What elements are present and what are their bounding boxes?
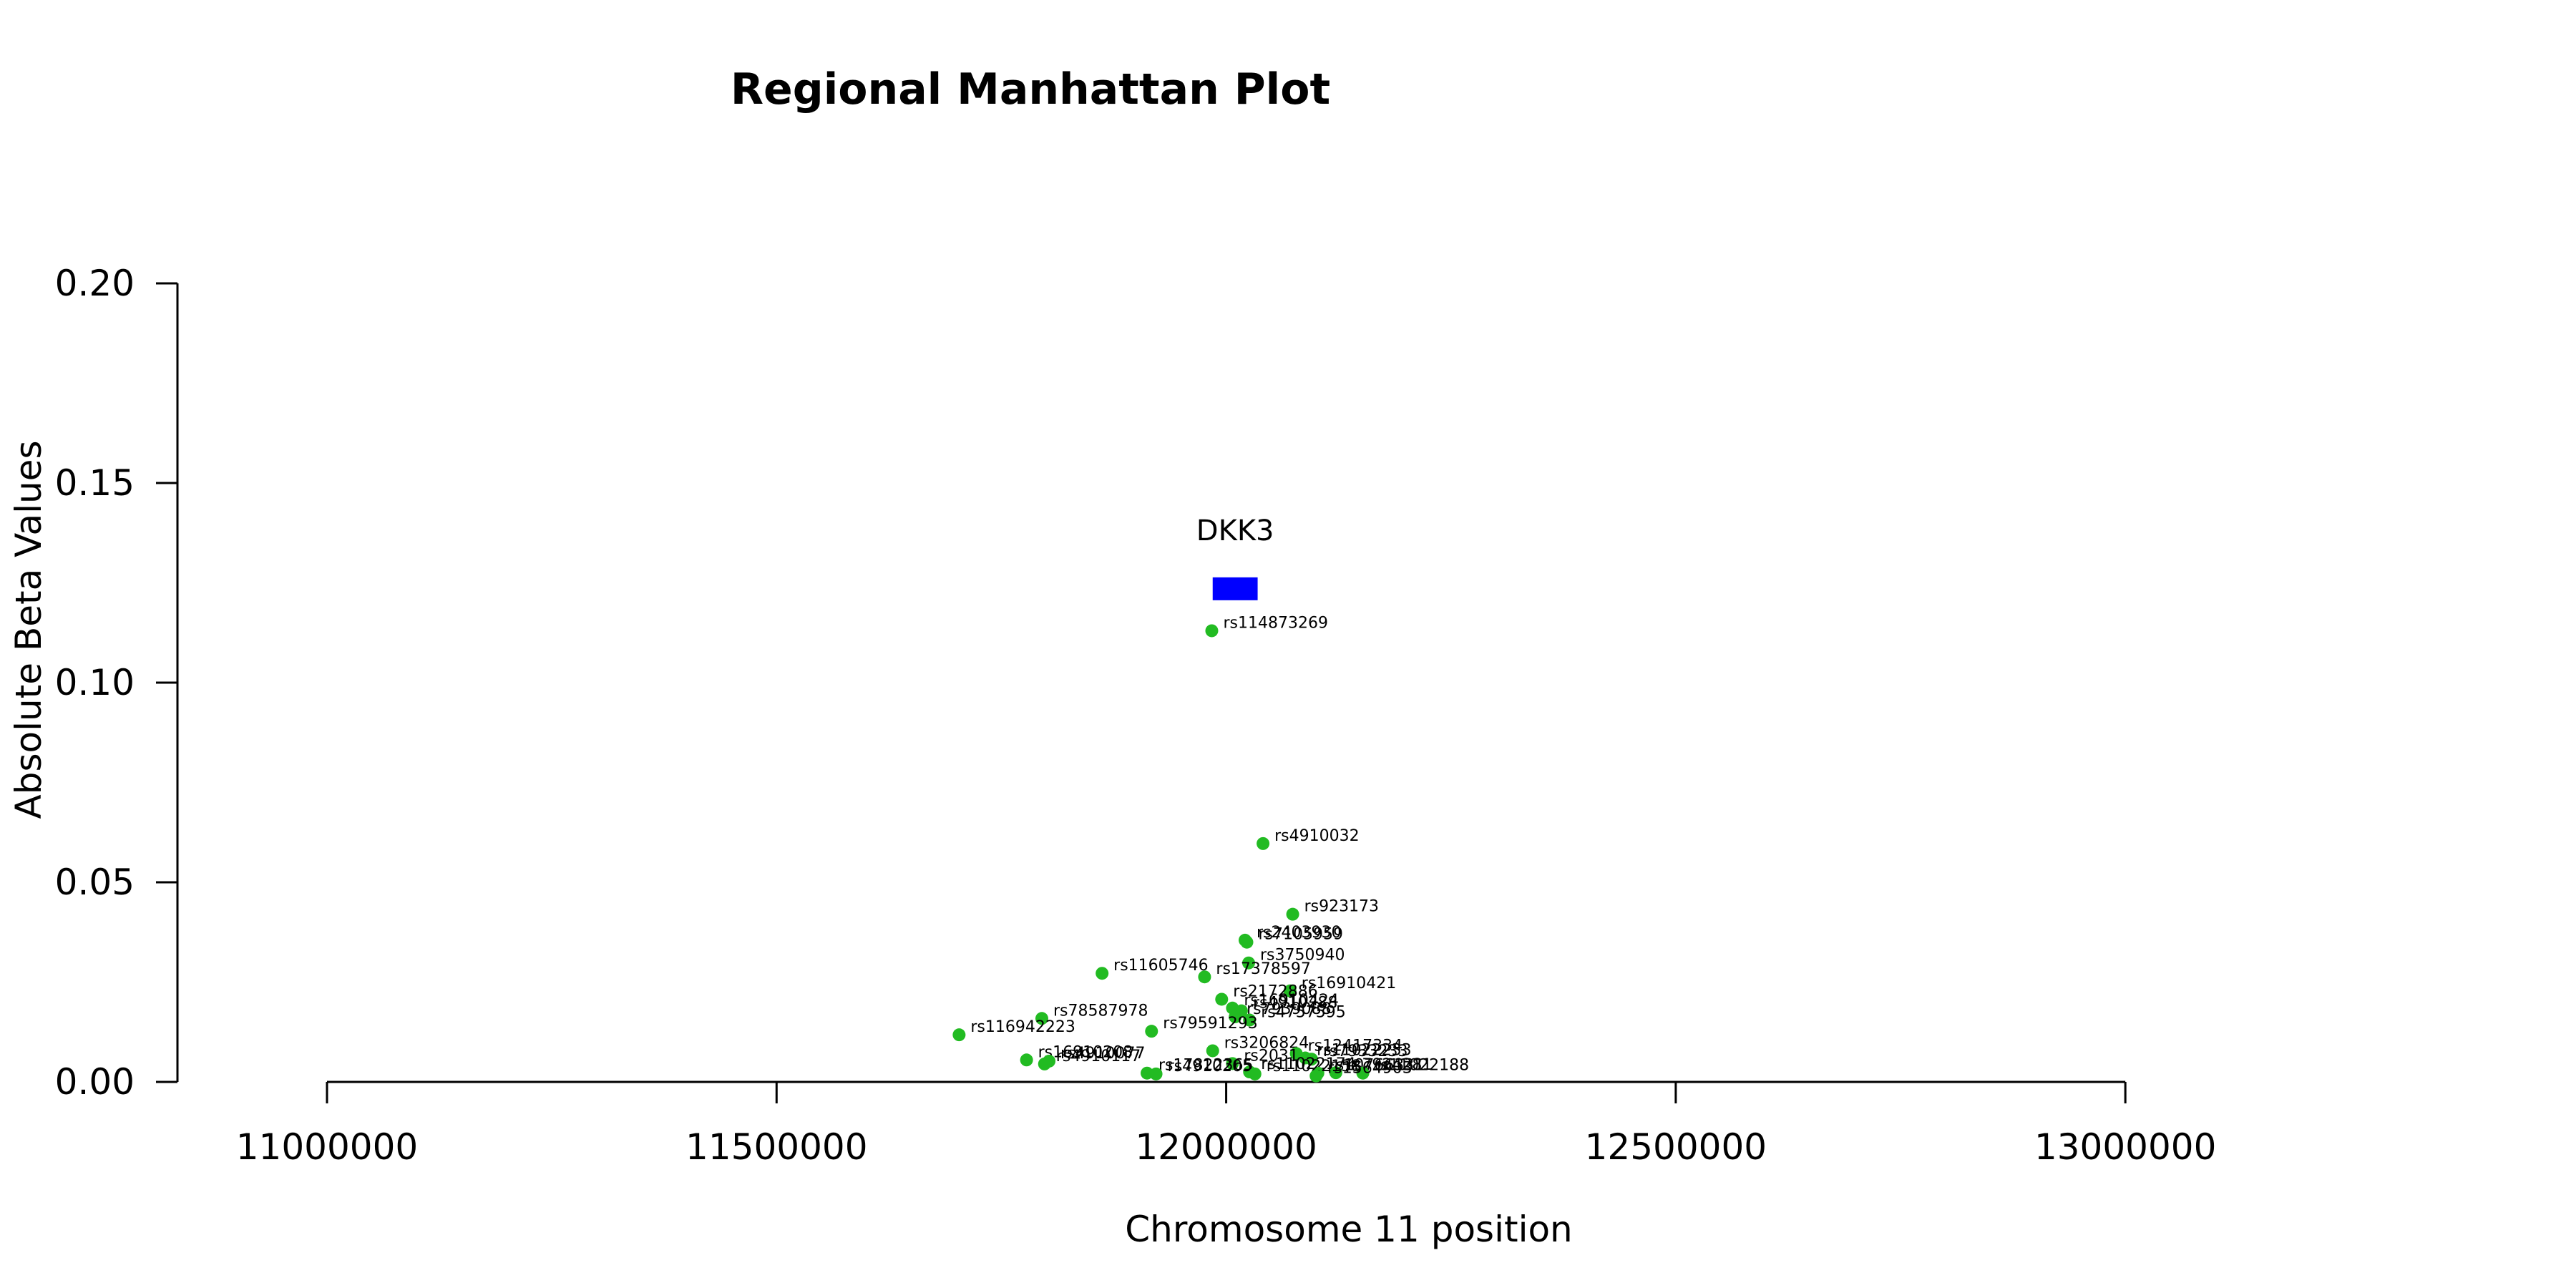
gene-label: DKK3 [1196,514,1274,547]
snp-point [1242,956,1255,970]
snp-point [1020,1053,1033,1067]
snp-point [1145,1025,1158,1038]
snp-label: rs4910117 [1056,1048,1141,1065]
snp-label: rs78587978 [1053,1002,1148,1020]
y-tick-label: 0.20 [55,263,135,304]
snp-label: rs4757595 [1261,1004,1346,1022]
snp-label: rs10766331 [1330,1057,1424,1075]
x-axis-label: Chromosome 11 position [1125,1209,1573,1250]
y-tick-label: 0.05 [55,862,135,903]
snp-point [1240,935,1254,949]
y-tick-label: 0.00 [55,1061,135,1103]
x-tick-label: 11500000 [686,1126,868,1168]
y-tick-label: 0.10 [55,662,135,703]
snp-point [1356,1066,1370,1080]
snp-label: rs3750940 [1260,947,1345,965]
snp-point [1215,992,1229,1006]
snp-label: rs1564903 [1327,1060,1413,1078]
snp-label: rs2031 [1244,1047,1299,1065]
snp-point [1038,1057,1051,1070]
snp-point [952,1028,966,1042]
x-tick-label: 12500000 [1585,1126,1767,1168]
snp-label: rs16910424 [1244,992,1338,1010]
snp-label: rs923173 [1304,898,1380,916]
snp-label: rs4910077 [1060,1045,1146,1063]
snp-label: rs11022233 [1317,1042,1411,1060]
chart-title: Regional Manhattan Plot [731,64,1330,114]
snp-point [1286,907,1299,921]
snp-label: rs7939088 [1246,1000,1332,1018]
snp-label: rs11022188 [1375,1057,1469,1075]
y-axis: 0.00 0.05 0.10 0.15 0.20 [55,263,179,1103]
snp-point [1096,967,1109,980]
snp-label: rs7933233 [1323,1043,1408,1060]
snp-point [1149,1067,1163,1080]
snp-label: rs2172886 [1233,982,1318,1000]
snp-label: rs17822365 [1158,1057,1253,1075]
snp-point [1035,1012,1048,1025]
snp-label: rs7105959 [1258,926,1343,944]
snp-label: rs11605746 [1113,957,1208,975]
snp-label: rs114873269 [1223,614,1327,632]
snp-point [1283,984,1297,997]
x-tick-label: 13000000 [2034,1126,2217,1168]
snp-label: rs16910421 [1302,975,1396,992]
snp-label: rs4910032 [1274,827,1360,845]
snp-label: rs17378597 [1216,960,1310,978]
y-tick-label: 0.15 [55,462,135,504]
gene-track: DKK3 [1196,514,1274,600]
snp-point [1198,970,1211,984]
snp-label: rs79591293 [1163,1015,1257,1033]
snp-label: rs4910288 [1253,995,1338,1013]
snp-point [1205,624,1219,638]
gene-bar [1212,577,1258,600]
x-axis: 11000000 11500000 12000000 12500000 13000000 [236,1080,2217,1168]
snp-point [1257,836,1270,850]
y-axis-label: Absolute Beta Values [8,441,49,819]
snp-label: rs4910205 [1168,1058,1253,1075]
snp-point [1206,1044,1219,1058]
x-tick-label: 11000000 [236,1126,419,1168]
snp-point [1243,1013,1257,1027]
snp-label: rs2403930 [1257,924,1342,942]
snp-point [1248,1067,1262,1080]
x-tick-label: 12000000 [1135,1126,1317,1168]
snp-point [1309,1069,1323,1083]
snp-label: rs12417334 [1308,1037,1402,1055]
snp-points: rs114873269rs4910032rs923173rs2403930rs7… [952,614,1469,1083]
snp-point [1329,1066,1342,1080]
snp-point [1229,1010,1242,1024]
snp-point [1304,1053,1318,1066]
snp-point [1226,1057,1239,1070]
snp-label: rs116942223 [970,1018,1075,1036]
